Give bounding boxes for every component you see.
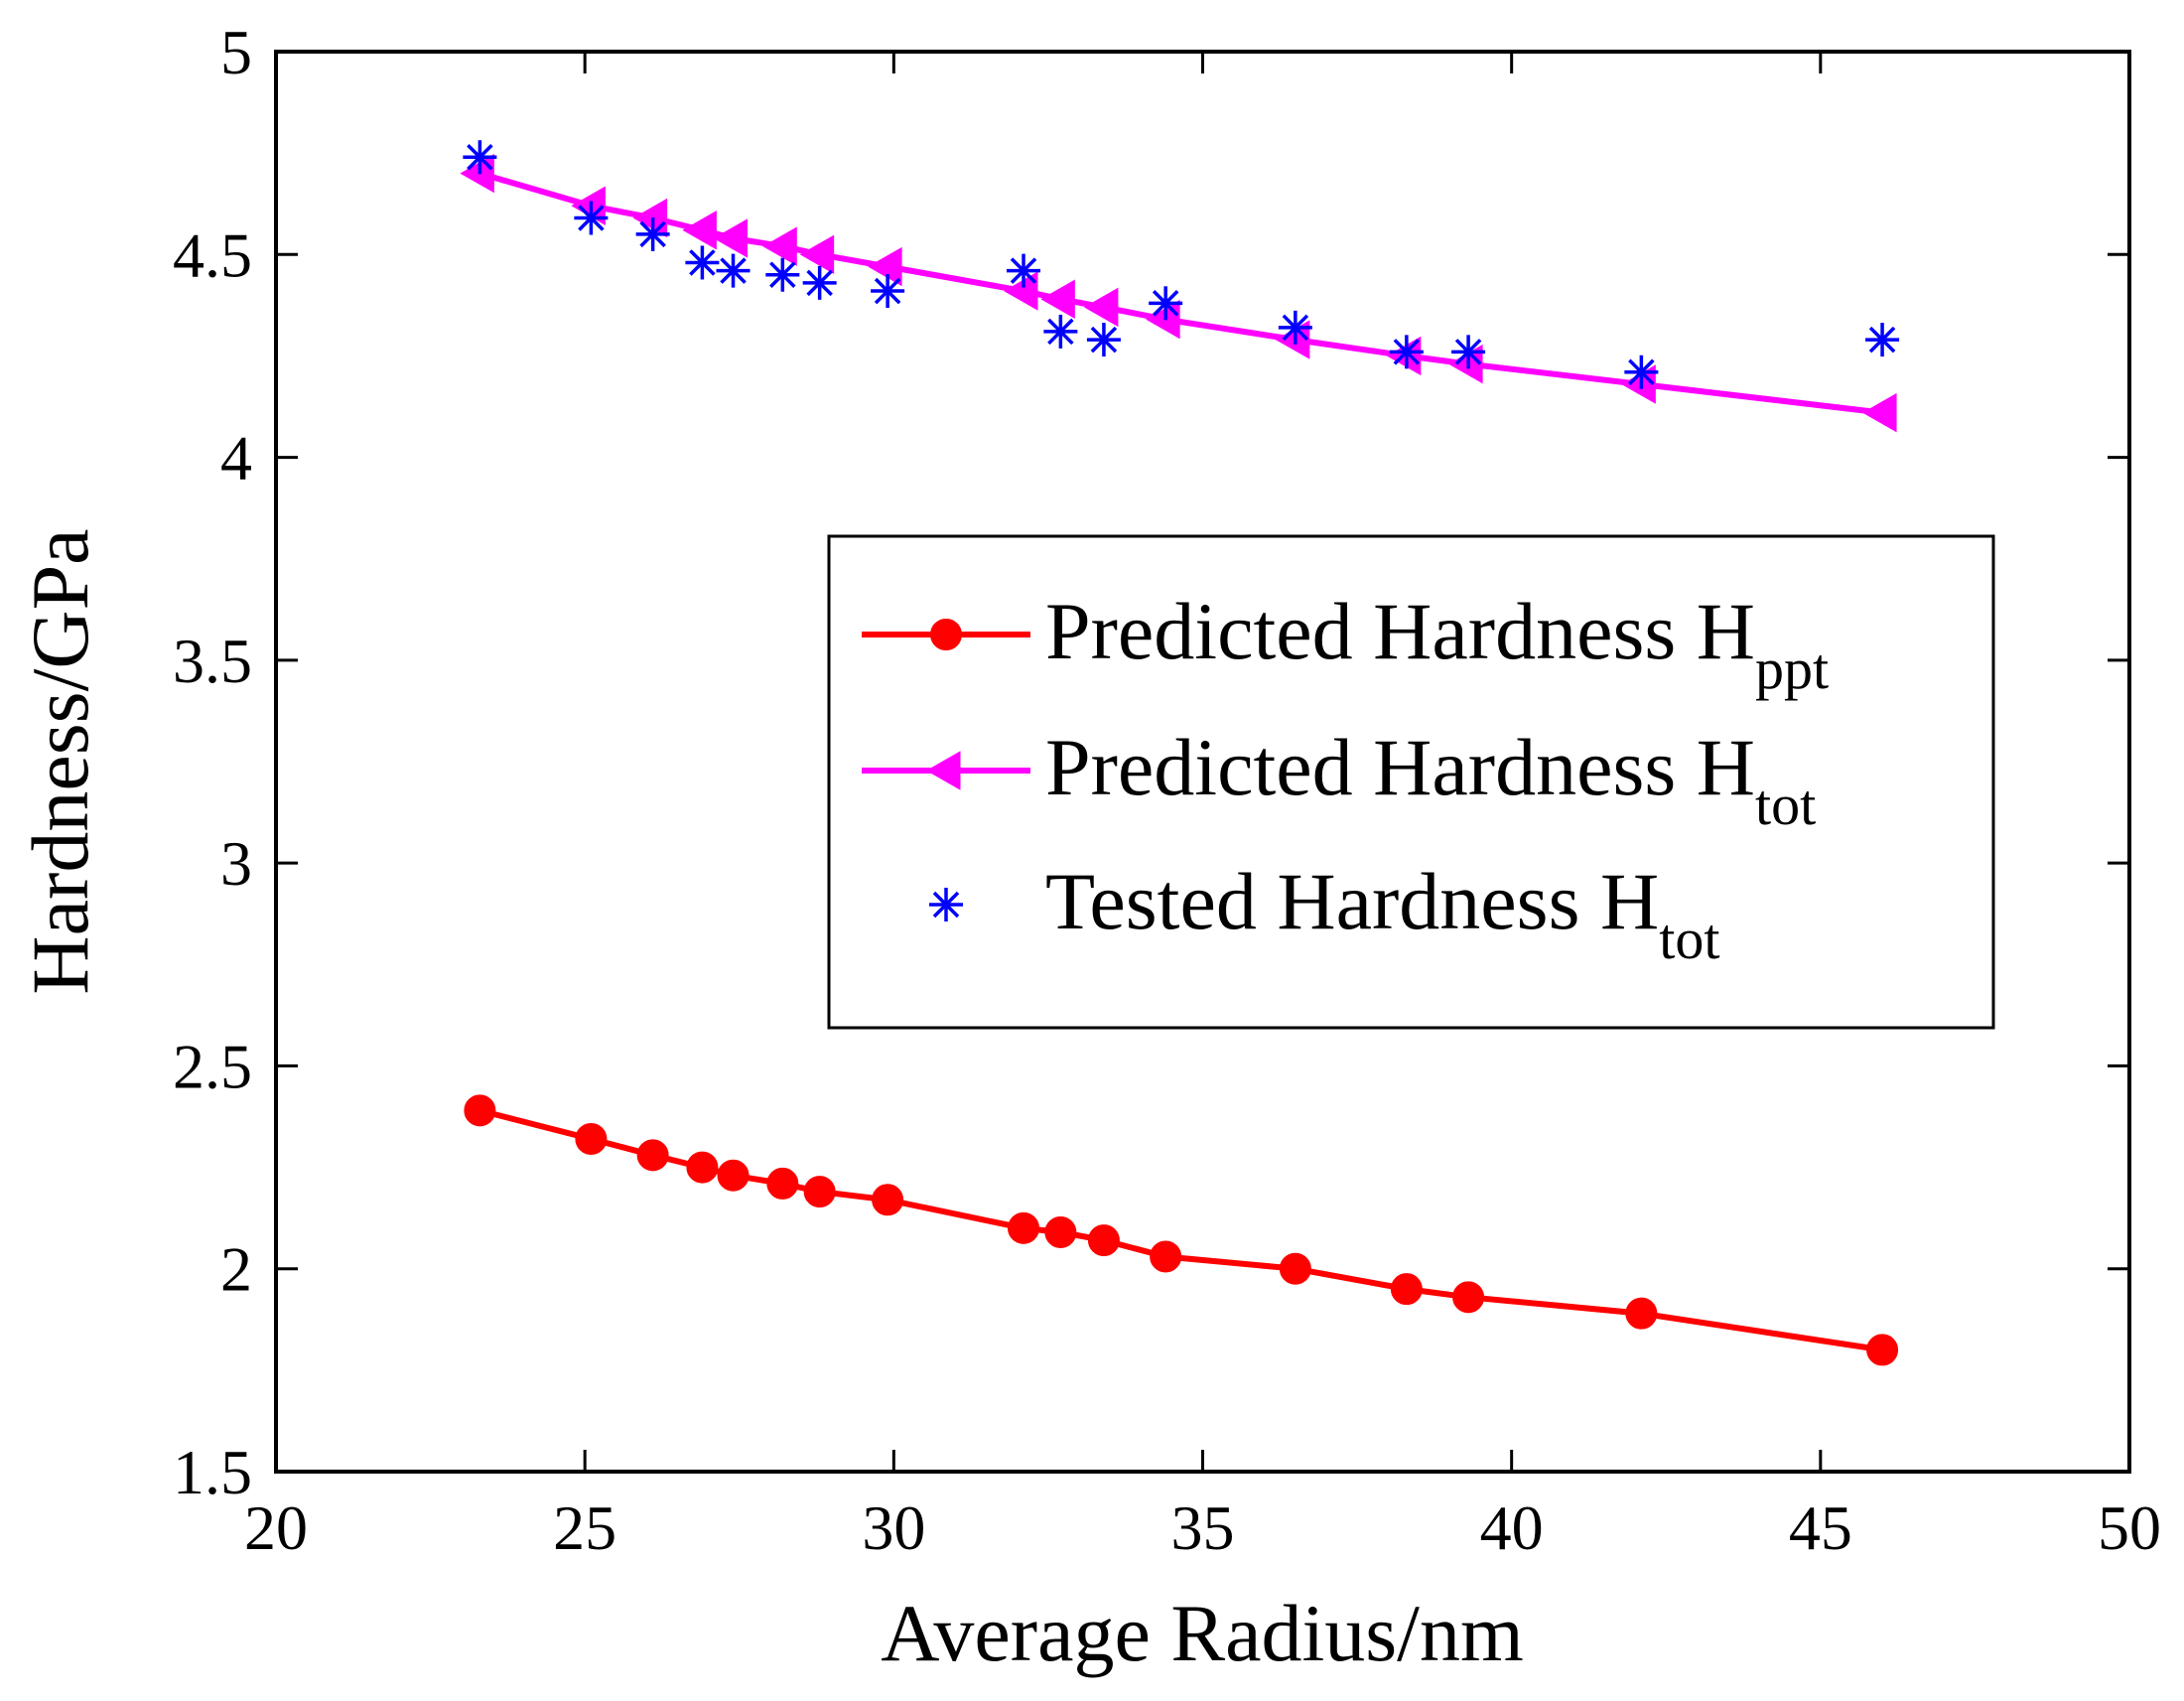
y-axis-ticks: 1.5 2 2.5 3 3.5 4 4.5 5 — [173, 17, 2129, 1507]
x-tick-label: 20 — [244, 1492, 308, 1563]
circle-marker — [1390, 1273, 1423, 1306]
legend-label-subscript: ppt — [1755, 637, 1829, 701]
asterisk-marker — [802, 265, 837, 300]
asterisk-marker — [685, 245, 720, 280]
triangle-marker — [1040, 279, 1075, 319]
y-tick-label: 4 — [220, 423, 252, 494]
circle-marker — [1087, 1224, 1120, 1257]
triangle-marker — [1004, 271, 1038, 311]
y-tick-label: 1.5 — [173, 1437, 252, 1507]
legend-label-text: Predicted Hardness H — [1045, 586, 1755, 676]
y-tick-label: 4.5 — [173, 219, 252, 290]
legend-label-text: Tested Hardness H — [1045, 856, 1659, 946]
x-tick-label: 25 — [553, 1492, 616, 1563]
x-axis-title: Average Radius/nm — [881, 1588, 1523, 1678]
asterisk-marker — [1624, 354, 1659, 389]
series-line — [478, 170, 1883, 416]
circle-marker — [1452, 1281, 1485, 1314]
asterisk-marker — [1149, 286, 1183, 321]
x-tick-label: 35 — [1171, 1492, 1235, 1563]
circle-marker — [872, 1184, 904, 1216]
asterisk-marker — [871, 274, 905, 309]
series-1-ppt — [464, 1094, 1899, 1366]
asterisk-marker — [765, 257, 800, 292]
legend-label: Tested Hardness Htot — [1045, 856, 1719, 971]
legend-entry-3: Tested Hardness Htot — [929, 856, 1719, 971]
circle-marker — [464, 1094, 496, 1127]
legend-entry-1: Predicted Hardness Hppt — [862, 586, 1829, 701]
triangle-marker — [713, 218, 749, 258]
legend-label: Predicted Hardness Htot — [1045, 722, 1816, 837]
asterisk-marker — [716, 253, 751, 288]
x-tick-label: 45 — [1789, 1492, 1852, 1563]
asterisk-marker — [1865, 323, 1900, 357]
asterisk-marker — [574, 201, 609, 235]
y-tick-label: 2 — [220, 1234, 252, 1305]
asterisk-marker — [1389, 335, 1424, 369]
circle-marker — [1625, 1297, 1658, 1330]
circle-marker — [803, 1176, 836, 1208]
circle-marker — [1279, 1252, 1311, 1285]
triangle-marker — [799, 234, 835, 275]
circle-marker — [766, 1167, 799, 1200]
legend-label-text: Predicted Hardness H — [1045, 722, 1755, 812]
asterisk-marker — [1278, 310, 1312, 345]
legend-marker — [930, 619, 962, 650]
y-tick-label: 3.5 — [173, 626, 252, 696]
x-tick-label: 30 — [862, 1492, 925, 1563]
asterisk-marker — [1086, 323, 1121, 357]
legend-box — [827, 534, 1995, 1030]
triangle-marker — [762, 226, 797, 266]
circle-marker — [1866, 1334, 1899, 1366]
triangle-marker — [682, 211, 717, 250]
circle-marker — [575, 1122, 608, 1155]
series-line — [478, 1107, 1883, 1353]
legend-marker — [925, 751, 961, 790]
y-tick-label: 2.5 — [173, 1031, 252, 1101]
series-3-tot — [463, 140, 1900, 389]
asterisk-marker — [1007, 253, 1041, 288]
asterisk-marker — [1451, 335, 1486, 369]
x-tick-label: 40 — [1480, 1492, 1544, 1563]
triangle-marker — [868, 246, 902, 287]
circle-marker — [686, 1151, 719, 1184]
circle-marker — [1044, 1215, 1077, 1248]
legend-label: Predicted Hardness Hppt — [1045, 586, 1829, 701]
legend-marker — [929, 888, 963, 921]
x-axis-ticks: 20 25 30 35 40 45 50 — [244, 52, 2161, 1563]
triangle-marker — [1862, 392, 1897, 433]
circle-marker — [717, 1159, 750, 1192]
series-layer — [460, 140, 1900, 1366]
triangle-marker — [1083, 287, 1119, 328]
legend-label-subscript: tot — [1659, 907, 1719, 971]
asterisk-marker — [635, 216, 670, 251]
y-axis-title: Hardness/GPa — [15, 528, 105, 994]
legend-entry-2: Predicted Hardness Htot — [862, 722, 1816, 837]
y-tick-label: 5 — [220, 17, 252, 87]
asterisk-marker — [1043, 314, 1078, 349]
y-tick-label: 3 — [220, 828, 252, 899]
x-tick-label: 50 — [2098, 1492, 2161, 1563]
circle-marker — [1150, 1240, 1182, 1273]
circle-marker — [636, 1139, 669, 1172]
series-2-tot — [460, 153, 1897, 433]
circle-marker — [1008, 1211, 1040, 1244]
asterisk-marker — [463, 140, 497, 175]
legend-label-subscript: tot — [1755, 773, 1816, 837]
